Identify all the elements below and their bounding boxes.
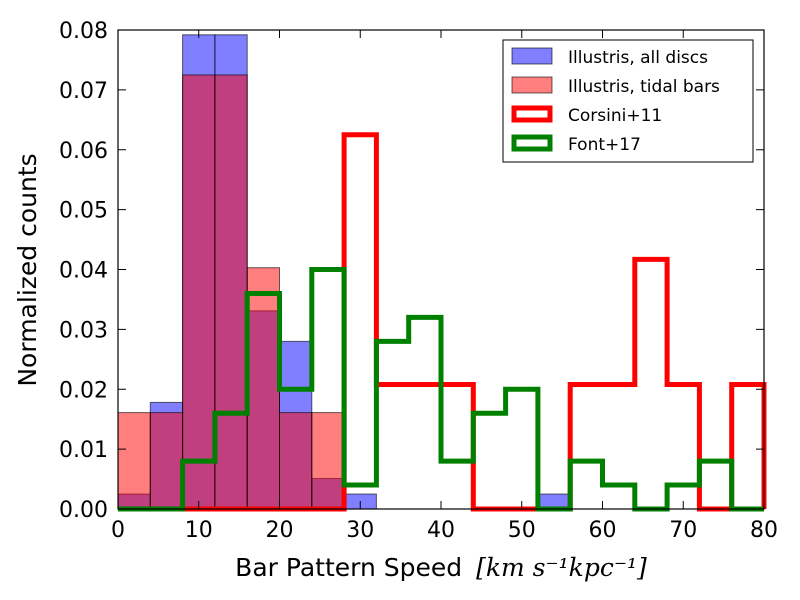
x-axis-label: Bar Pattern Speed [km s⁻¹kpc⁻¹]	[235, 553, 647, 582]
legend-swatch	[511, 134, 553, 152]
x-tick-label: 0	[111, 518, 125, 543]
y-tick-label: 0.08	[59, 19, 108, 44]
bar-1-bin-0	[117, 412, 151, 510]
legend-swatch	[511, 105, 553, 123]
y-tick-label: 0.01	[59, 438, 108, 463]
y-tick-label: 0.04	[59, 259, 108, 284]
y-tick-label: 0.00	[59, 498, 108, 523]
legend-label: Corsini+11	[568, 106, 662, 126]
legend-swatch	[511, 76, 553, 94]
x-tick-label: 30	[346, 518, 374, 543]
y-tick-label: 0.03	[59, 318, 108, 343]
legend: Illustris, all discs Illustris, tidal bar…	[502, 39, 754, 163]
y-tick-label: 0.02	[59, 378, 108, 403]
x-tick-label: 60	[589, 518, 617, 543]
x-axis-label-units: [km s⁻¹kpc⁻¹]	[476, 553, 647, 582]
legend-label: Illustris, all discs	[568, 48, 708, 68]
legend-label: Illustris, tidal bars	[568, 77, 720, 97]
x-tick-label: 70	[669, 518, 697, 543]
x-tick-label: 80	[750, 518, 778, 543]
bar-1-bin-3	[214, 74, 248, 510]
axis-ticks-layer: 0 10 20 30 40 50 60 70 80 0.00 0.01 0.02 0.03 0.04 0.0…	[59, 19, 778, 543]
filled-bars-layer	[117, 34, 571, 510]
x-tick-label: 10	[185, 518, 213, 543]
legend-swatch	[511, 47, 553, 65]
x-tick-label: 50	[508, 518, 536, 543]
y-tick-label: 0.05	[59, 199, 108, 224]
y-axis-label: Normalized counts	[13, 153, 42, 386]
x-tick-label: 20	[266, 518, 294, 543]
x-axis-label-text: Bar Pattern Speed	[235, 553, 462, 582]
bar-1-bin-2	[182, 74, 216, 510]
bar-1-bin-1	[149, 412, 184, 510]
bar-1-bin-6	[311, 412, 345, 510]
legend-label: Font+17	[568, 135, 641, 155]
y-tick-label: 0.06	[59, 139, 108, 164]
bar-1-bin-5	[279, 412, 313, 510]
x-tick-label: 40	[427, 518, 455, 543]
bar-1-bin-4	[246, 267, 280, 510]
y-tick-label: 0.07	[59, 79, 108, 104]
